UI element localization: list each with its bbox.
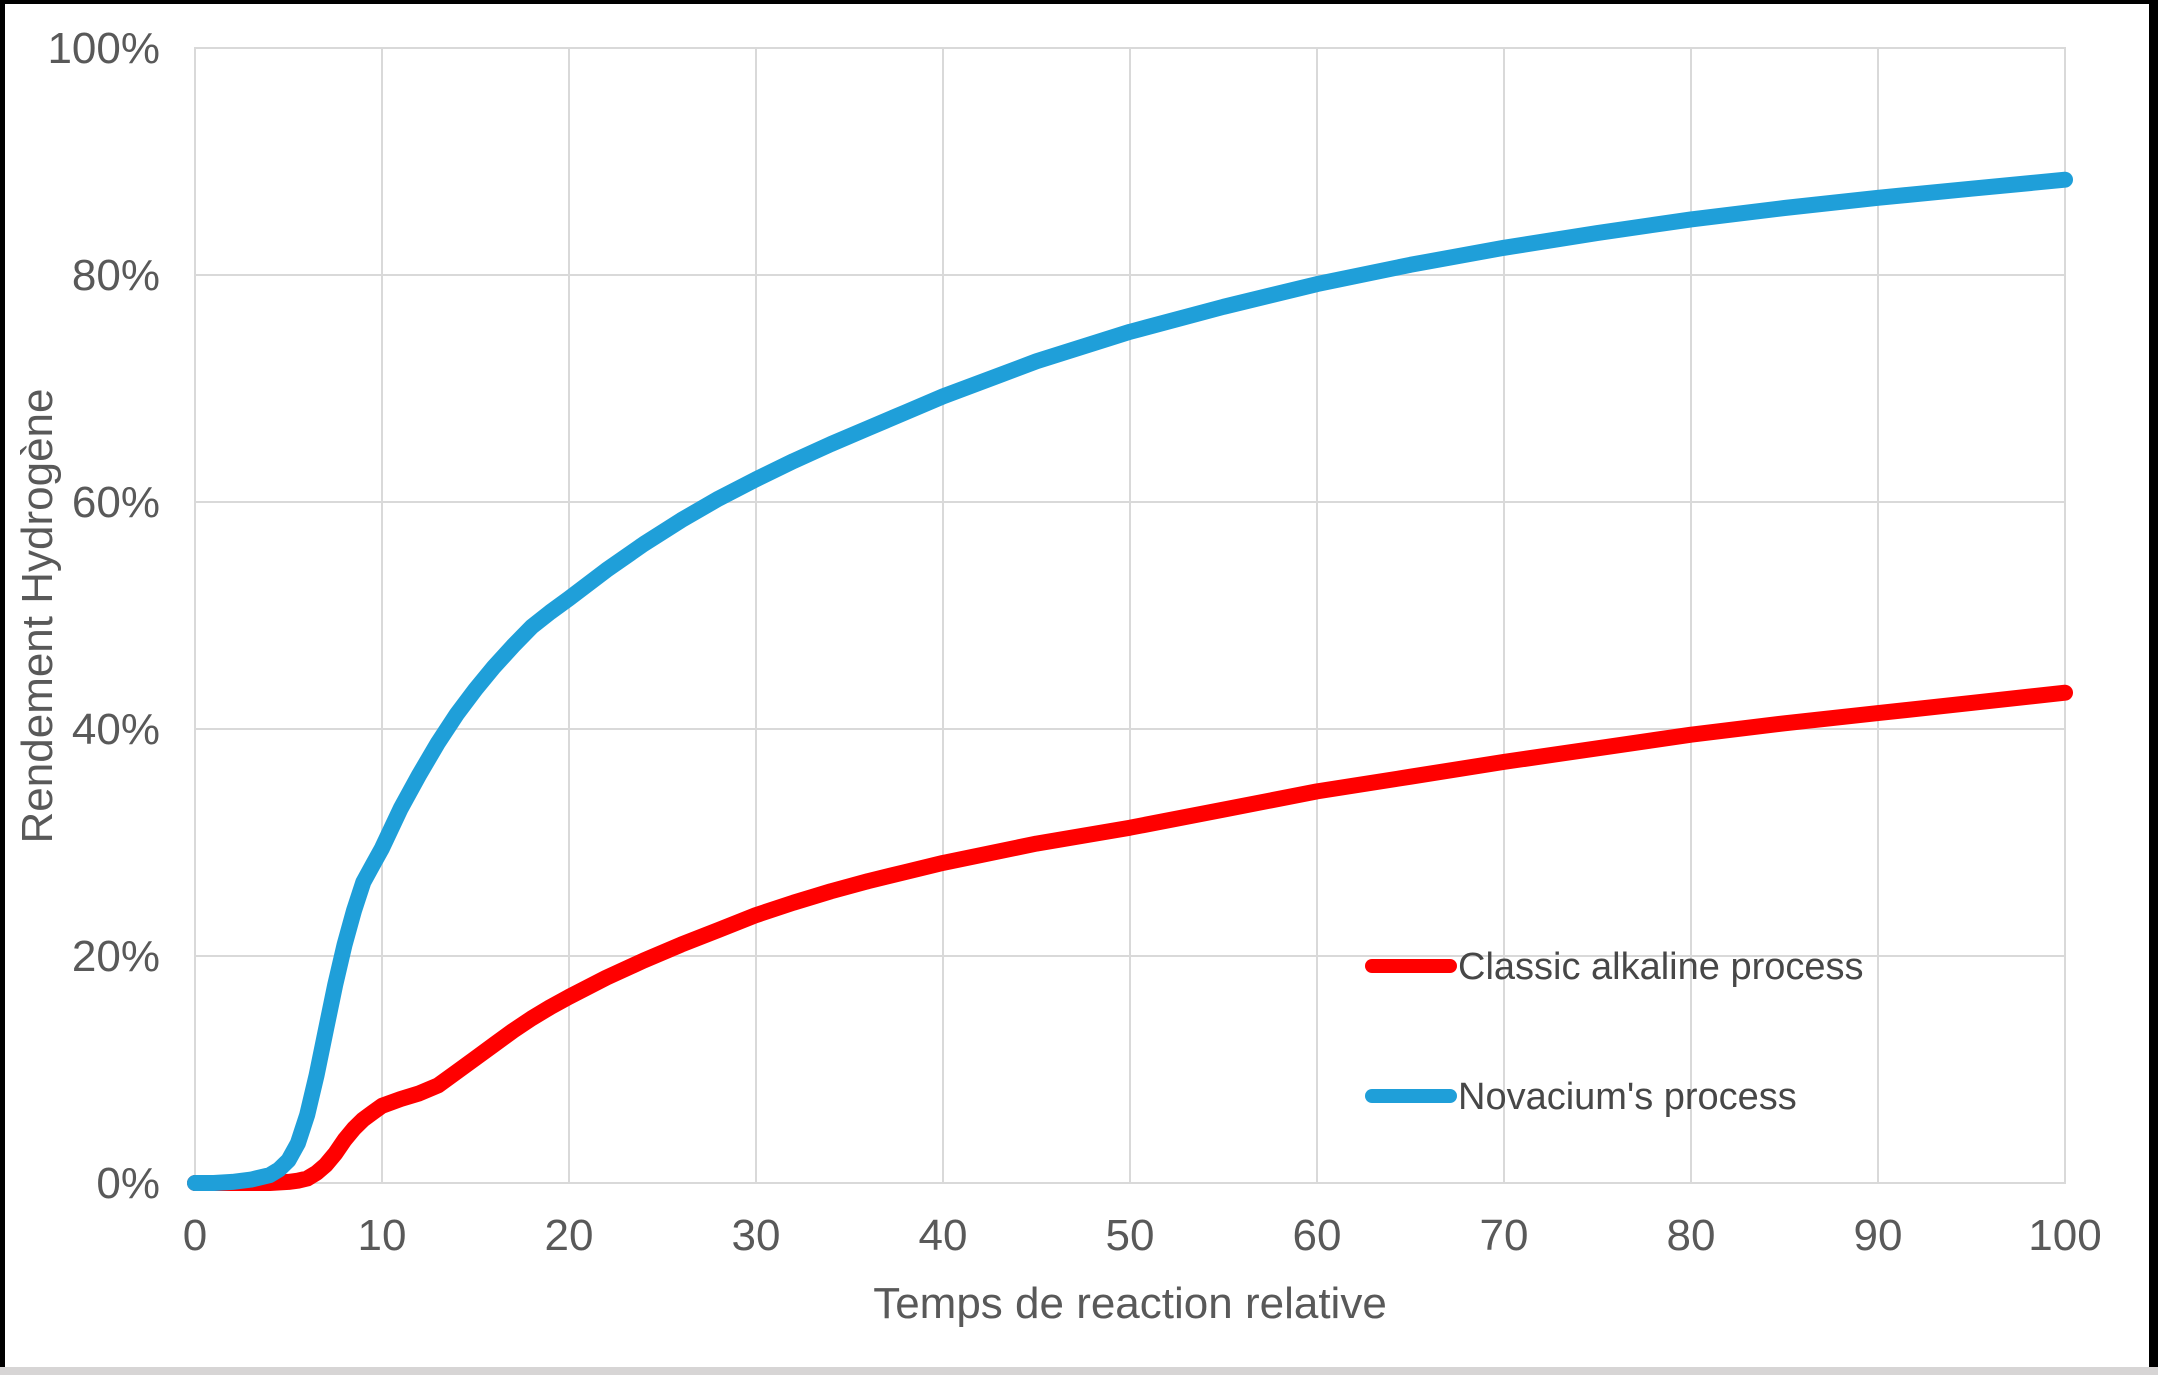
y-tick-label-80: 80% [72,251,160,300]
legend-label-novacium: Novacium's process [1458,1076,1797,1118]
x-axis-tick-labels: 0 10 20 30 40 50 60 70 80 90 100 [183,1211,2102,1260]
x-tick-label-70: 70 [1480,1211,1529,1260]
y-tick-label-60: 60% [72,478,160,527]
y-axis-title: Rendement Hydrogène [13,389,62,844]
x-tick-label-90: 90 [1854,1211,1903,1260]
y-tick-label-40: 40% [72,705,160,754]
series-line-classic-alkaline [187,684,2073,1191]
x-tick-label-60: 60 [1293,1211,1342,1260]
x-tick-label-50: 50 [1106,1211,1155,1260]
y-axis-tick-labels: 0% 20% 40% 60% 80% 100% [47,24,160,1208]
x-tick-label-30: 30 [732,1211,781,1260]
x-tick-label-80: 80 [1667,1211,1716,1260]
legend: Classic alkaline process Novacium's proc… [1365,946,1864,1118]
y-tick-label-0: 0% [96,1159,160,1208]
x-tick-label-0: 0 [183,1211,207,1260]
x-tick-label-100: 100 [2028,1211,2101,1260]
x-tick-label-40: 40 [919,1211,968,1260]
y-tick-label-100: 100% [47,24,160,73]
y-tick-label-20: 20% [72,932,160,981]
series-line-novacium [187,171,2073,1191]
plot-area-border [194,47,2066,1184]
legend-label-classic-alkaline: Classic alkaline process [1458,946,1864,988]
bottom-window-strip [0,1367,2158,1375]
x-tick-label-10: 10 [358,1211,407,1260]
x-tick-label-20: 20 [545,1211,594,1260]
chart-canvas [5,4,2149,1367]
x-axis-title: Temps de reaction relative [873,1279,1387,1328]
